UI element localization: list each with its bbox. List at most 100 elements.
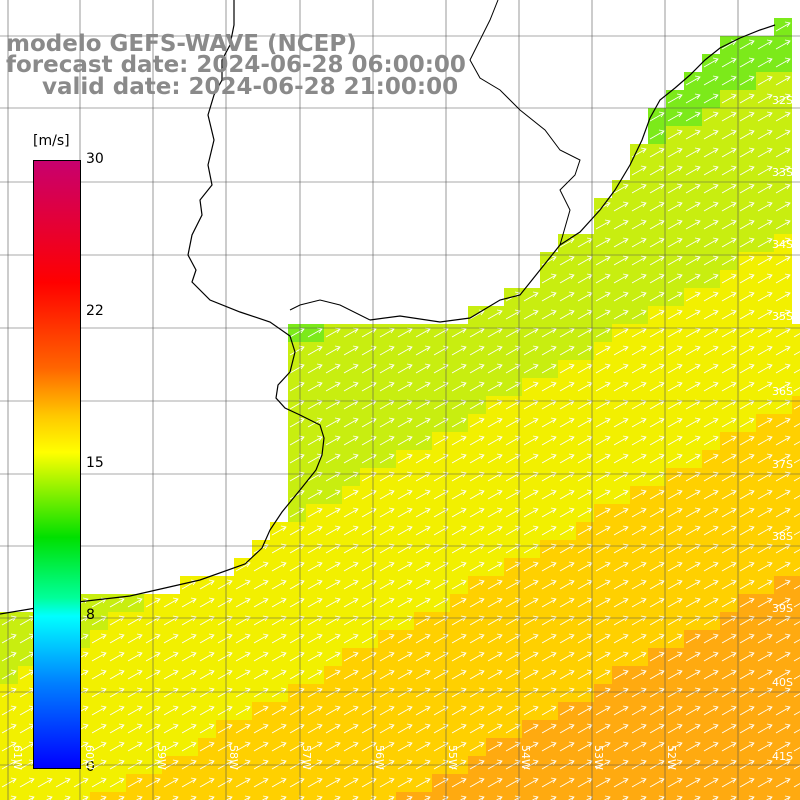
wind-arrow [163,669,179,680]
wind-arrow [289,579,305,590]
wind-arrow [271,525,287,536]
wind-arrow [631,309,647,320]
wind-arrow [325,507,341,518]
wind-arrow [289,669,305,680]
wind-arrow [685,75,701,86]
wind-arrow [361,507,377,518]
wind-arrow [253,579,269,590]
wind-arrow [523,435,539,446]
wind-arrow [685,741,701,752]
wind-arrow [397,741,413,752]
wind-cell [792,630,800,648]
wind-arrow [703,651,719,662]
wind-arrow [775,111,791,122]
wind-arrow [685,597,701,608]
wind-arrow [775,705,791,716]
wind-arrow [451,597,467,608]
wind-arrow [559,687,575,698]
wind-arrow [469,507,485,518]
colorbar-tick-22: 22 [86,303,104,319]
wind-arrow [721,489,737,500]
wind-cell [792,774,800,792]
wind-arrow [649,561,665,572]
wind-arrow [775,615,791,626]
wind-arrow [253,741,269,752]
wind-arrow [307,381,323,392]
wind-arrow [793,405,800,410]
wind-arrow [757,453,773,464]
wind-arrow [649,489,665,500]
wind-arrow [1,615,17,626]
wind-arrow [415,345,431,356]
wind-arrow [109,651,125,662]
wind-arrow [91,615,107,626]
wind-arrow [397,489,413,500]
wind-arrow [289,525,305,536]
wind-arrow [631,579,647,590]
wind-arrow [235,633,251,644]
wind-arrow [667,723,683,734]
wind-arrow [775,219,791,230]
wind-arrow [55,777,71,788]
wind-arrow [775,129,791,140]
wind-arrow [721,705,737,716]
wind-arrow [631,291,647,302]
wind-arrow [505,615,521,626]
wind-arrow [163,777,179,788]
wind-arrow [379,543,395,554]
wind-arrow [757,525,773,536]
wind-arrow [289,651,305,662]
wind-arrow [361,741,377,752]
wind-arrow [649,741,665,752]
wind-arrow [793,333,800,338]
wind-arrow [757,741,773,752]
wind-arrow [757,93,773,104]
wind-arrow [631,417,647,428]
wind-cell [288,792,306,800]
wind-arrow [721,255,737,266]
wind-arrow [649,201,665,212]
colorbar-tick-30: 30 [86,151,104,167]
wind-arrow [289,435,305,446]
wind-arrow [631,453,647,464]
wind-arrow [775,453,791,464]
wind-cell [108,792,126,800]
wind-arrow [631,237,647,248]
wind-arrow [703,435,719,446]
wind-arrow [343,633,359,644]
wind-arrow [793,531,800,536]
wind-arrow [487,327,503,338]
wind-arrow [271,615,287,626]
wind-arrow [505,597,521,608]
wind-arrow [325,579,341,590]
wind-arrow [469,309,485,320]
wind-arrow [775,489,791,500]
wind-arrow [523,561,539,572]
coastline [0,0,776,615]
wind-arrow [595,381,611,392]
wind-arrow [649,633,665,644]
wind-arrow [613,705,629,716]
coastline-path [0,0,325,615]
wind-arrow [667,561,683,572]
wind-arrow [793,639,800,644]
wind-arrow [469,417,485,428]
wind-arrow [685,291,701,302]
wind-arrow [793,783,800,788]
wind-arrow [199,705,215,716]
wind-arrow [469,597,485,608]
wind-arrow [451,579,467,590]
wind-arrow [451,435,467,446]
wind-arrow [595,579,611,590]
wind-arrow [739,111,755,122]
wind-cell [792,558,800,576]
wind-arrow [451,363,467,374]
wind-arrow [685,651,701,662]
wind-arrow [361,669,377,680]
wind-arrow [523,309,539,320]
wind-arrow [523,633,539,644]
wind-arrow [595,705,611,716]
wind-arrow [613,201,629,212]
wind-arrow [397,543,413,554]
wind-arrow [667,183,683,194]
